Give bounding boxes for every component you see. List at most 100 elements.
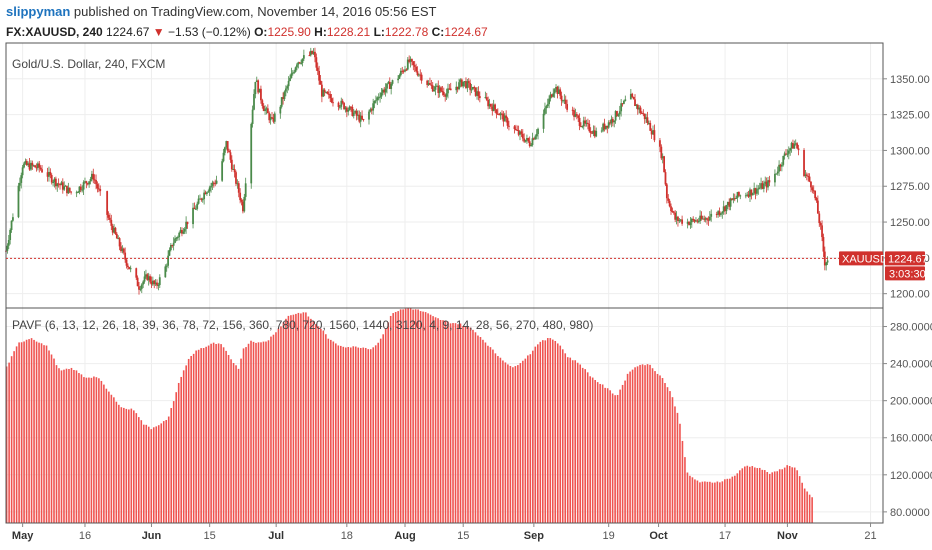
candle-body (9, 229, 12, 241)
pavf-bar (317, 326, 320, 523)
pavf-bar (310, 318, 312, 523)
candle-body (156, 282, 158, 286)
candle-body (733, 198, 736, 200)
pavf-bar (374, 345, 377, 523)
pavf-bar (581, 367, 584, 523)
candle-body (330, 98, 333, 103)
candle-body (595, 130, 598, 137)
candle-body (314, 51, 316, 58)
candle-body (329, 94, 332, 99)
pavf-bar (172, 401, 175, 523)
oscillator-axis[interactable]: 280.0000 240.0000 200.0000 160.0000 120.0000… (883, 322, 932, 519)
candle-body (61, 182, 64, 190)
pavf-bar (137, 417, 140, 523)
time-axis[interactable]: May 16 Jun 15 Jul 18 Aug 15 Sep 19 Oct 17 Nov 21 (12, 523, 877, 542)
candle-body (368, 111, 370, 120)
pavf-bar (262, 341, 265, 523)
candle-body (545, 106, 548, 109)
candle-body (491, 106, 494, 111)
down-arrow-icon: ▼ (152, 25, 165, 39)
candle-body (564, 99, 567, 105)
candle-body (121, 248, 124, 252)
candle-body (826, 260, 829, 263)
candle-body (458, 82, 460, 90)
candle-body (96, 184, 99, 189)
pavf-bar (574, 360, 577, 523)
pavf-bar (75, 370, 78, 523)
pavf-bar (397, 311, 399, 523)
symbol-tag (839, 251, 883, 266)
candle-body (731, 198, 733, 200)
pavf-bar (45, 345, 48, 523)
pavf-histogram (5, 308, 813, 523)
pavf-bar (671, 397, 674, 523)
author-link[interactable]: slippyman (6, 4, 71, 19)
candle-body (343, 102, 345, 110)
pavf-bar (469, 327, 472, 523)
pavf-bar (798, 476, 801, 523)
candle-body (230, 159, 233, 170)
pavf-bar (414, 309, 417, 523)
candle-body (660, 146, 663, 159)
candle-body (287, 80, 290, 87)
candle-body (286, 86, 289, 89)
pavf-bar (272, 334, 275, 523)
candle-body (750, 189, 753, 196)
pavf-bar (185, 365, 187, 523)
pavf-bar (487, 345, 489, 523)
candle-body (269, 117, 272, 121)
candle-body (821, 225, 823, 238)
price-gridlines (6, 43, 883, 308)
price-axis[interactable]: 1350.001325.001300.001275.001250.001225.… (883, 74, 930, 301)
pavf-bar (546, 338, 549, 523)
candle-body (377, 97, 380, 99)
candle-body (110, 219, 113, 226)
candle-body (592, 130, 595, 134)
pavf-bar (330, 339, 332, 523)
pavf-bar (15, 346, 18, 523)
candle-body (258, 88, 261, 93)
pavf-bar (439, 319, 442, 523)
symbol-label[interactable]: FX:XAUUSD, 240 (6, 25, 103, 39)
pavf-bar (25, 339, 28, 523)
pavf-bar (297, 312, 300, 523)
candle-body (50, 175, 53, 183)
candle-body (686, 221, 689, 224)
pavf-bar (305, 312, 307, 523)
candle-body (678, 220, 681, 222)
candle-body (736, 192, 739, 198)
candle-body (429, 83, 431, 85)
candle-body (261, 100, 264, 106)
pavf-bar (559, 345, 562, 523)
candle-body (792, 143, 794, 149)
candle-body (341, 100, 344, 103)
candle-body (629, 93, 632, 100)
candle-body (298, 62, 301, 64)
candle-body (149, 276, 151, 282)
candle-body (355, 111, 358, 116)
pavf-bar (694, 479, 696, 523)
pavf-bar (746, 465, 749, 523)
pavf-bar (539, 341, 542, 523)
candle-body (138, 286, 140, 290)
candle-body (282, 97, 284, 100)
candle-body (300, 62, 303, 64)
pavf-bar (372, 347, 375, 523)
candle-body (75, 192, 78, 194)
oscillator-tick-label: 160.0000 (890, 433, 932, 445)
candle-body (621, 103, 624, 105)
pavf-bar (429, 314, 432, 523)
candle-body (273, 113, 276, 122)
candle-body (415, 66, 417, 72)
candle-body (406, 59, 409, 70)
candle-body (492, 104, 495, 111)
pavf-bar (646, 364, 649, 523)
candle-body (456, 86, 459, 90)
candle-body (531, 138, 534, 146)
candle-body (753, 188, 756, 194)
candle-body (139, 288, 142, 290)
pavf-bar (128, 409, 130, 523)
candle-body (462, 81, 465, 87)
candle-body (34, 165, 36, 168)
